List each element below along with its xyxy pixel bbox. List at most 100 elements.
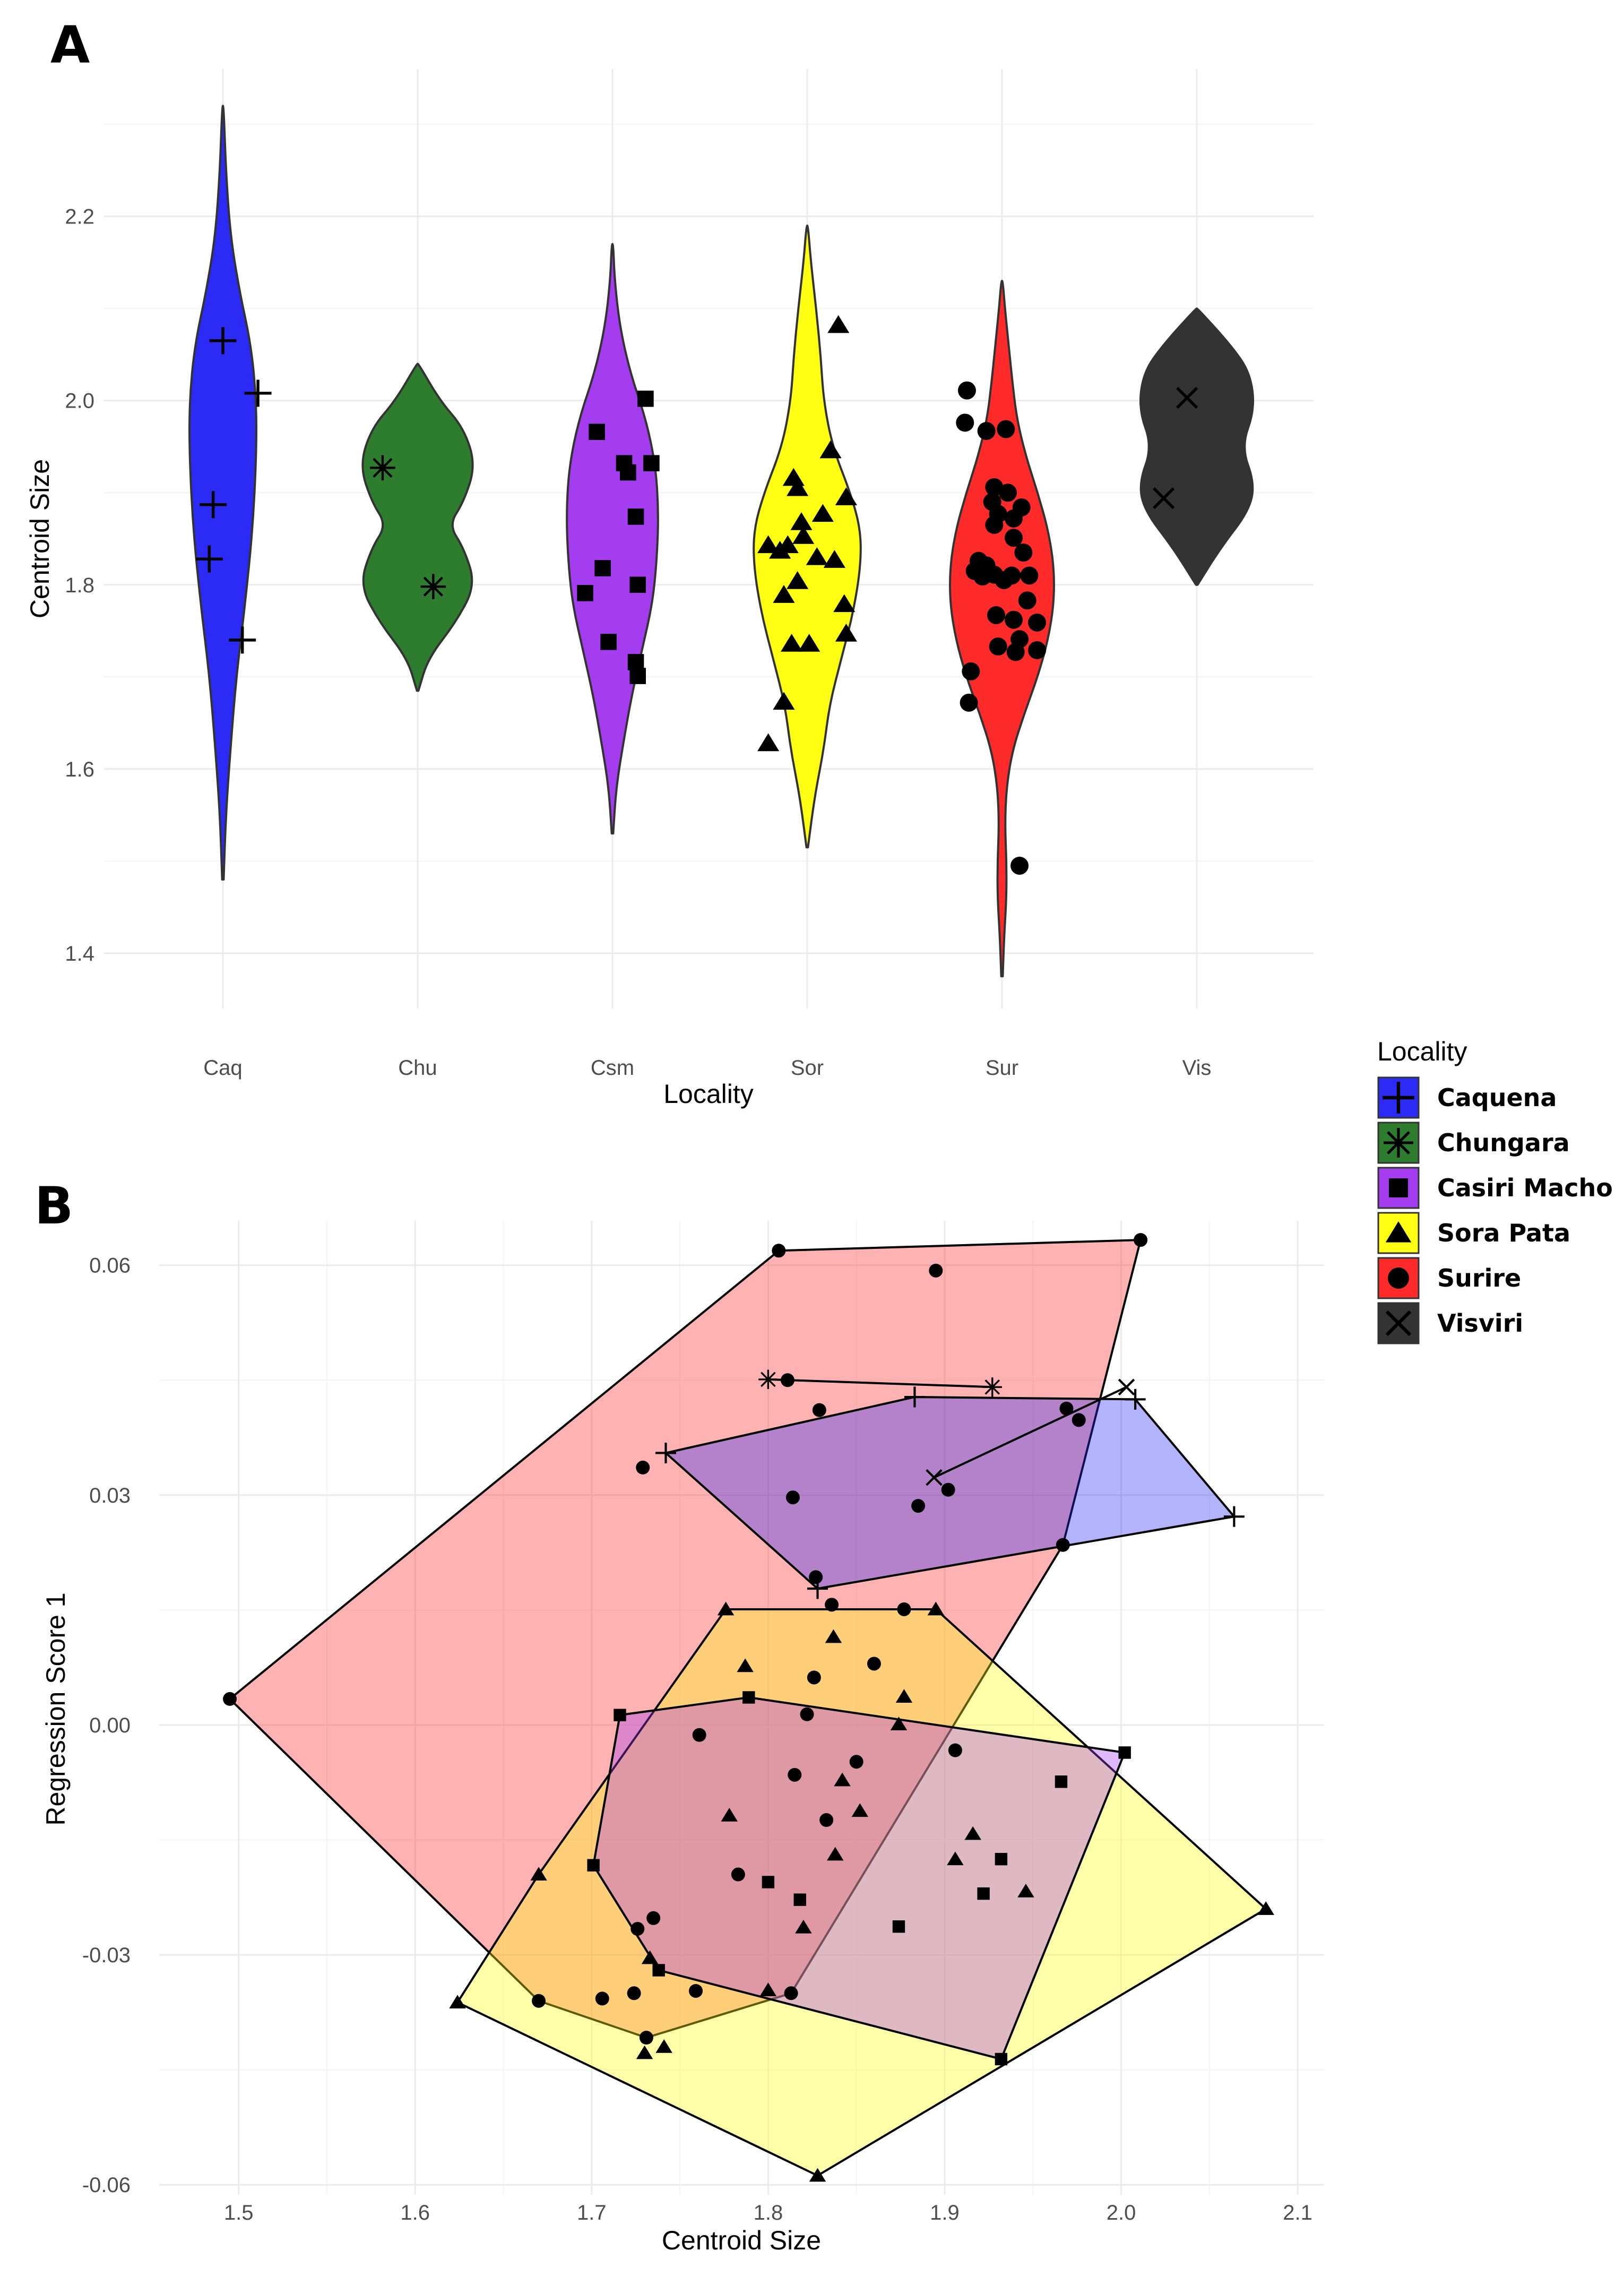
violin-vis xyxy=(1139,307,1255,586)
data-point xyxy=(834,1772,851,1787)
y-tick-label: 0.03 xyxy=(89,1484,131,1507)
data-point-shape xyxy=(987,606,1005,625)
data-point-shape xyxy=(530,1867,547,1881)
data-point-shape xyxy=(997,420,1015,438)
data-point xyxy=(587,1859,600,1872)
data-point xyxy=(995,571,1013,590)
data-point-shape xyxy=(637,390,654,407)
data-point xyxy=(962,662,980,680)
data-point-shape xyxy=(587,1859,600,1872)
data-point-shape xyxy=(833,594,856,613)
data-point-shape xyxy=(787,571,809,589)
data-point-shape xyxy=(819,440,842,459)
data-point-shape xyxy=(890,1717,908,1730)
data-point xyxy=(787,478,809,496)
data-point xyxy=(895,1689,913,1703)
data-point xyxy=(785,1490,800,1505)
data-point-shape xyxy=(977,421,996,440)
data-point-shape xyxy=(819,1813,834,1827)
y-tick-label: 2.0 xyxy=(65,390,94,413)
data-point xyxy=(620,464,636,481)
data-point-shape xyxy=(1056,1538,1070,1552)
data-point xyxy=(985,515,1004,534)
data-point-shape xyxy=(956,413,974,432)
data-point-shape xyxy=(1018,591,1036,610)
data-point-shape xyxy=(769,540,791,559)
hull-chungara xyxy=(768,1378,992,1389)
data-point-shape xyxy=(627,654,644,670)
data-point-shape xyxy=(788,1767,802,1782)
data-point xyxy=(717,1601,735,1616)
data-point-shape xyxy=(957,381,976,400)
legend-marker-icon-shape xyxy=(1385,1221,1412,1243)
data-point xyxy=(742,1691,755,1704)
data-point-shape xyxy=(627,508,644,525)
data-point xyxy=(629,576,646,593)
data-point xyxy=(780,1373,794,1387)
data-point xyxy=(811,504,834,522)
data-point xyxy=(595,1991,609,2006)
data-point-shape xyxy=(758,1369,778,1390)
data-point-shape xyxy=(759,1982,777,1996)
data-point xyxy=(982,1377,1002,1397)
legend-item: Chungara xyxy=(1377,1122,1570,1164)
data-point-shape xyxy=(867,1657,881,1671)
data-point xyxy=(964,1826,981,1840)
data-point xyxy=(835,487,857,505)
data-point xyxy=(800,1707,814,1721)
data-point-shape xyxy=(420,574,446,600)
data-point xyxy=(532,1994,546,2008)
data-point xyxy=(627,508,644,525)
x-axis-title: Centroid Size xyxy=(662,2226,821,2255)
hull-surire xyxy=(229,1239,1142,2039)
legend-item: Sora Pata xyxy=(1377,1212,1570,1254)
data-point xyxy=(636,1460,650,1474)
data-point xyxy=(926,1469,943,1486)
data-point xyxy=(721,1808,738,1822)
data-point-shape xyxy=(195,545,223,573)
data-point-shape xyxy=(995,2052,1008,2066)
data-point-shape xyxy=(851,1803,869,1817)
data-point-shape xyxy=(999,484,1017,502)
data-point xyxy=(223,1692,237,1706)
data-point-shape xyxy=(1118,1378,1135,1396)
data-point xyxy=(987,606,1005,625)
data-point-shape xyxy=(780,1373,794,1387)
data-point xyxy=(973,567,992,586)
data-point xyxy=(229,626,256,654)
data-point xyxy=(997,420,1015,438)
data-point xyxy=(1056,1538,1070,1552)
data-point xyxy=(904,1386,925,1408)
data-point xyxy=(627,1986,641,2000)
data-point-shape xyxy=(825,1598,839,1612)
data-point xyxy=(809,2168,826,2182)
data-point xyxy=(370,455,395,481)
data-point xyxy=(790,512,813,530)
data-point xyxy=(941,1482,955,1497)
data-point-shape xyxy=(1005,509,1023,528)
data-point-shape xyxy=(772,1244,786,1258)
data-point-shape xyxy=(926,1469,943,1486)
data-point xyxy=(1125,1389,1146,1410)
legend-item: Visviri xyxy=(1377,1302,1523,1344)
data-point xyxy=(200,491,227,519)
data-point-shape xyxy=(692,1728,706,1742)
data-point-shape xyxy=(835,624,857,642)
data-point xyxy=(929,1263,943,1278)
x-tick-label: Chu xyxy=(398,1056,437,1080)
data-point xyxy=(692,1728,706,1742)
data-point-shape xyxy=(200,491,227,519)
data-point xyxy=(209,327,237,355)
data-point-shape xyxy=(1006,643,1025,661)
data-point-shape xyxy=(787,478,809,496)
data-point xyxy=(449,1995,466,2009)
data-point-shape xyxy=(689,1983,703,1998)
data-point xyxy=(731,1867,745,1882)
data-point xyxy=(781,634,803,652)
data-point-shape xyxy=(773,692,795,710)
x-tick-label: Sor xyxy=(791,1056,824,1080)
violin-caq xyxy=(188,105,257,881)
data-point xyxy=(911,1499,926,1513)
data-point xyxy=(594,560,611,576)
